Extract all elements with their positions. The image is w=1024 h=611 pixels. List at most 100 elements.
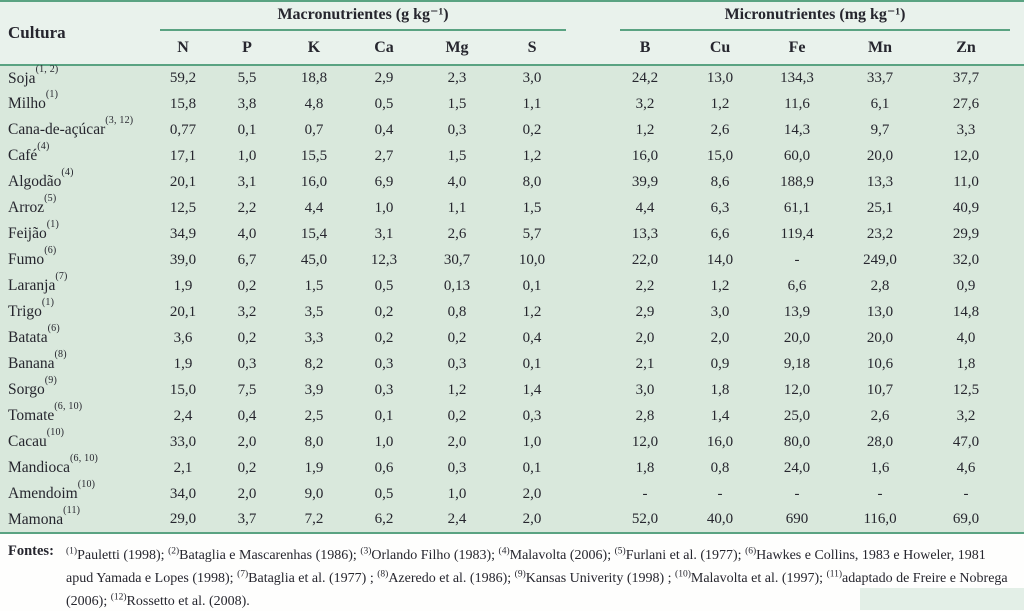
value-cell-B: 2,1 [610,351,681,377]
footnote-segment: (7)Bataglia et al. (1977) ; [237,569,377,586]
value-cell-Cu: 13,0 [680,65,761,91]
value-cell-Zn: 37,7 [926,65,1024,91]
value-cell-S: 0,1 [494,351,571,377]
table-row: Feijão(1) 34,9 4,0 15,4 3,1 2,6 5,7 13,3… [0,219,1024,247]
culture-column-header: Cultura [0,1,152,66]
footnote-marker: (10) [675,569,691,580]
footnote-segment: (3)Orlando Filho (1983); [360,546,498,563]
culture-name: Arroz [8,199,45,217]
value-cell-Ca: 0,3 [348,377,420,403]
value-cell-Cu: 2,6 [680,117,761,143]
culture-cell: Mandioca(6, 10) [0,453,152,481]
value-cell-P: 1,0 [214,143,280,169]
value-cell-Fe: 61,1 [760,195,835,221]
value-cell-Mg: 2,0 [420,429,494,455]
value-cell-Mn: 33,7 [834,65,927,91]
value-cell-Zn: 29,9 [926,221,1024,247]
value-cell-B: 2,0 [610,325,681,351]
group-gap-cell [570,481,611,507]
value-cell-Ca: 0,2 [348,299,420,325]
value-cell-Fe: 134,3 [760,65,835,91]
table-row: Banana(8) 1,9 0,3 8,2 0,3 0,3 0,1 2,1 0,… [0,349,1024,377]
culture-footnote-refs: (1) [41,297,55,309]
group-gap-cell [570,325,611,351]
value-cell-P: 3,7 [214,507,280,534]
footnote-marker: (2) [168,546,180,556]
value-cell-Ca: 2,7 [348,143,420,169]
footnote-marker: (5) [614,546,626,556]
group-gap-cell [570,195,611,221]
value-cell-N: 15,8 [152,91,214,117]
culture-footnote-refs: (11) [63,504,81,516]
value-cell-Mg: 4,0 [420,169,494,195]
value-cell-Mg: 1,5 [420,91,494,117]
value-cell-Mn: 2,8 [834,273,927,299]
value-cell-B: 3,0 [610,377,681,403]
nutrient-table: Cultura Macronutrientes (g kg⁻¹) Micronu… [0,0,1024,534]
value-cell-S: 0,4 [494,325,571,351]
footnote-segment: (11)adaptado de Freire e Nobrega (2006); [66,569,1008,609]
value-cell-Zn: 12,5 [926,377,1024,403]
footnote-marker: (12) [110,592,127,603]
footnote-marker: (1) [66,546,78,556]
culture-cell: Café(4) [0,141,152,169]
value-cell-K: 15,5 [280,143,348,169]
col-header-Mn: Mn [834,31,927,66]
value-cell-Mn: 20,0 [834,143,927,169]
value-cell-N: 3,6 [152,325,214,351]
culture-footnote-refs: (4) [37,141,50,153]
value-cell-Zn: 47,0 [926,429,1024,455]
value-cell-Fe: - [760,247,835,273]
value-cell-K: 1,9 [280,455,348,481]
table-row: Laranja(7) 1,9 0,2 1,5 0,5 0,13 0,1 2,2 … [0,271,1024,299]
value-cell-Ca: 0,2 [348,325,420,351]
value-cell-K: 2,5 [280,403,348,429]
value-cell-Zn: 27,6 [926,91,1024,117]
value-cell-P: 3,8 [214,91,280,117]
table-row: Tomate(6, 10) 2,4 0,4 2,5 0,1 0,2 0,3 2,… [0,401,1024,429]
value-cell-Cu: 6,6 [680,221,761,247]
value-cell-Zn: 11,0 [926,169,1024,195]
culture-name: Tomate [8,407,55,425]
value-cell-Cu: - [680,481,761,507]
value-cell-S: 1,4 [494,377,571,403]
value-cell-Fe: 119,4 [760,221,835,247]
value-cell-P: 0,2 [214,455,280,481]
value-cell-P: 0,2 [214,325,280,351]
culture-cell: Soja(1, 2) [0,64,152,91]
value-cell-Zn: 1,8 [926,351,1024,377]
value-cell-Cu: 0,8 [680,455,761,481]
table-row: Sorgo(9) 15,0 7,5 3,9 0,3 1,2 1,4 3,0 1,… [0,375,1024,403]
table-row: Amendoim(10) 34,0 2,0 9,0 0,5 1,0 2,0 - … [0,479,1024,507]
value-cell-K: 8,2 [280,351,348,377]
culture-footnote-refs: (6) [47,323,60,335]
culture-cell: Tomate(6, 10) [0,401,152,429]
table-row: Mandioca(6, 10) 2,1 0,2 1,9 0,6 0,3 0,1 … [0,453,1024,481]
value-cell-S: 0,2 [494,117,571,143]
value-cell-S: 0,1 [494,455,571,481]
value-cell-Mn: 13,0 [834,299,927,325]
value-cell-S: 3,0 [494,65,571,91]
value-cell-P: 0,3 [214,351,280,377]
culture-footnote-refs: (1) [46,219,60,231]
culture-name: Mamona [8,511,64,529]
value-cell-Mg: 0,2 [420,403,494,429]
value-cell-N: 34,9 [152,221,214,247]
value-cell-Mg: 0,3 [420,117,494,143]
value-cell-Cu: 1,2 [680,91,761,117]
group-gap-cell [570,143,611,169]
table-row: Fumo(6) 39,0 6,7 45,0 12,3 30,7 10,0 22,… [0,245,1024,273]
footnote-text: Malavolta et al. (1997); [690,570,827,586]
value-cell-P: 3,2 [214,299,280,325]
value-cell-P: 5,5 [214,65,280,91]
micro-group-title: Micronutrientes (mg kg⁻¹) [620,4,1011,31]
value-cell-Cu: 1,2 [680,273,761,299]
value-cell-B: 16,0 [610,143,681,169]
value-cell-Cu: 3,0 [680,299,761,325]
table-row: Milho(1) 15,8 3,8 4,8 0,5 1,5 1,1 3,2 1,… [0,89,1024,117]
value-cell-S: 1,5 [494,195,571,221]
value-cell-B: 13,3 [610,221,681,247]
value-cell-Mn: 6,1 [834,91,927,117]
footnote-segment: (5)Furlani et al. (1977); [614,546,745,563]
footnote-text: Pauletti (1998); [77,547,169,563]
